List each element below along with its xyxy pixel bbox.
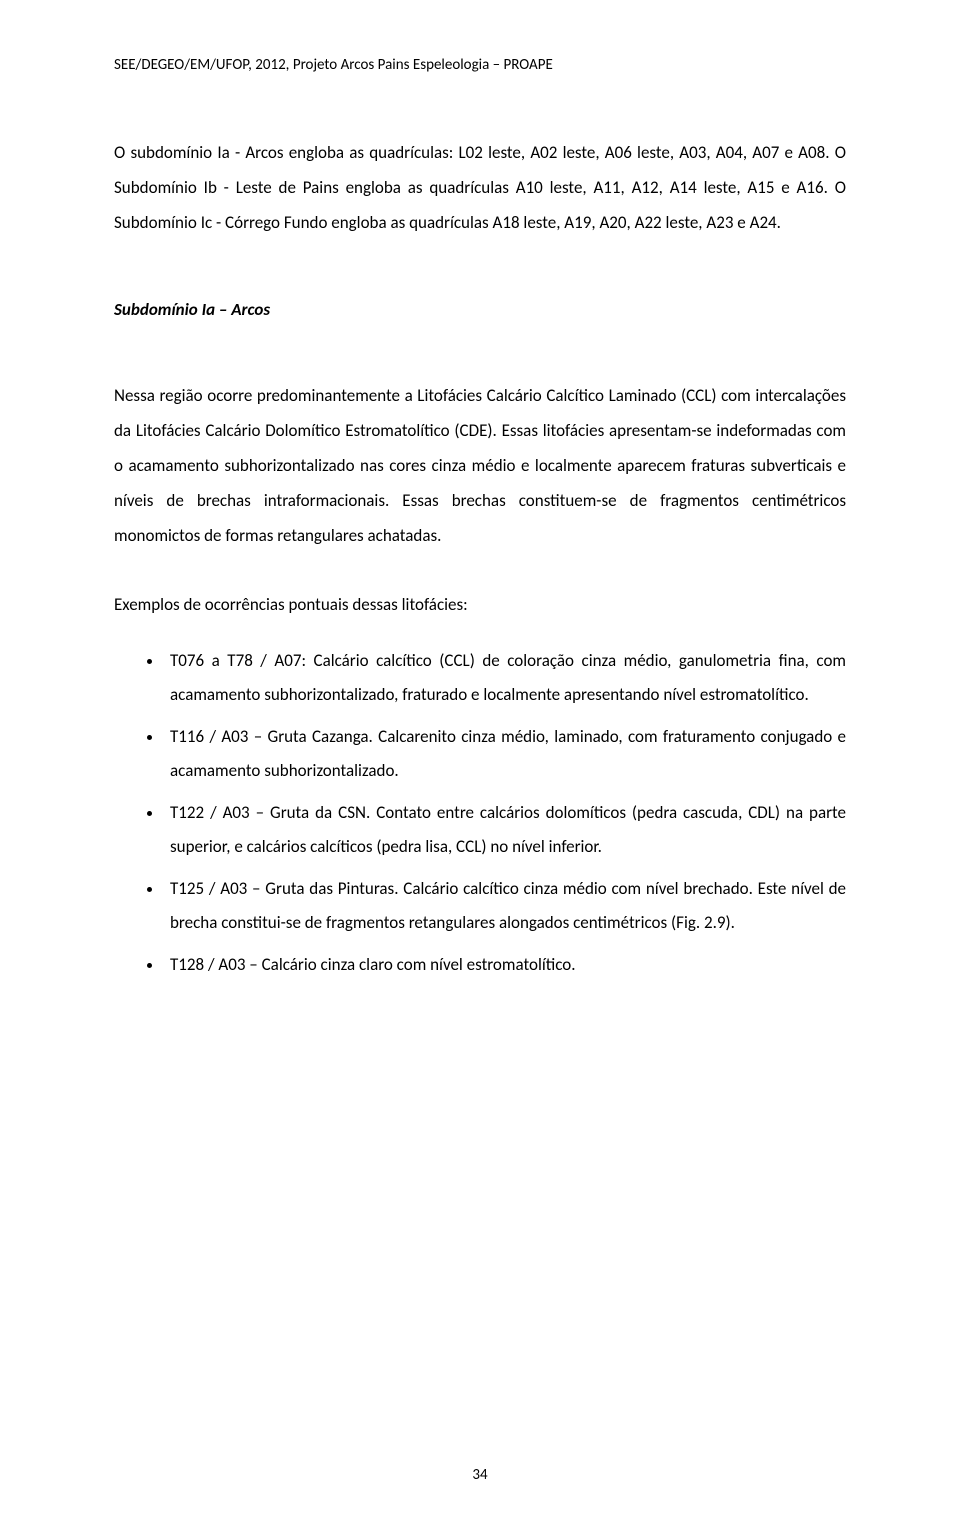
list-item: T125 / A03 – Gruta das Pinturas. Calcári… (164, 872, 846, 940)
header-text: SEE/DEGEO/EM/UFOP, 2012, Projeto Arcos P… (114, 56, 553, 74)
page-number: 34 (0, 1466, 960, 1484)
bullet-list: T076 a T78 / A07: Calcário calcítico (CC… (114, 644, 846, 982)
list-item: T076 a T78 / A07: Calcário calcítico (CC… (164, 644, 846, 712)
section-title: Subdomínio Ia – Arcos (114, 293, 846, 328)
body-content: O subdomínio Ia - Arcos engloba as quadr… (114, 136, 846, 982)
list-item: T128 / A03 – Calcário cinza claro com ní… (164, 948, 846, 982)
document-page: SEE/DEGEO/EM/UFOP, 2012, Projeto Arcos P… (0, 0, 960, 1522)
list-item: T116 / A03 – Gruta Cazanga. Calcarenito … (164, 720, 846, 788)
paragraph-intro: O subdomínio Ia - Arcos engloba as quadr… (114, 136, 846, 241)
page-header: SEE/DEGEO/EM/UFOP, 2012, Projeto Arcos P… (114, 56, 846, 74)
list-item: T122 / A03 – Gruta da CSN. Contato entre… (164, 796, 846, 864)
paragraph-description: Nessa região ocorre predominantemente a … (114, 379, 846, 553)
paragraph-examples-lead: Exemplos de ocorrências pontuais dessas … (114, 588, 846, 623)
